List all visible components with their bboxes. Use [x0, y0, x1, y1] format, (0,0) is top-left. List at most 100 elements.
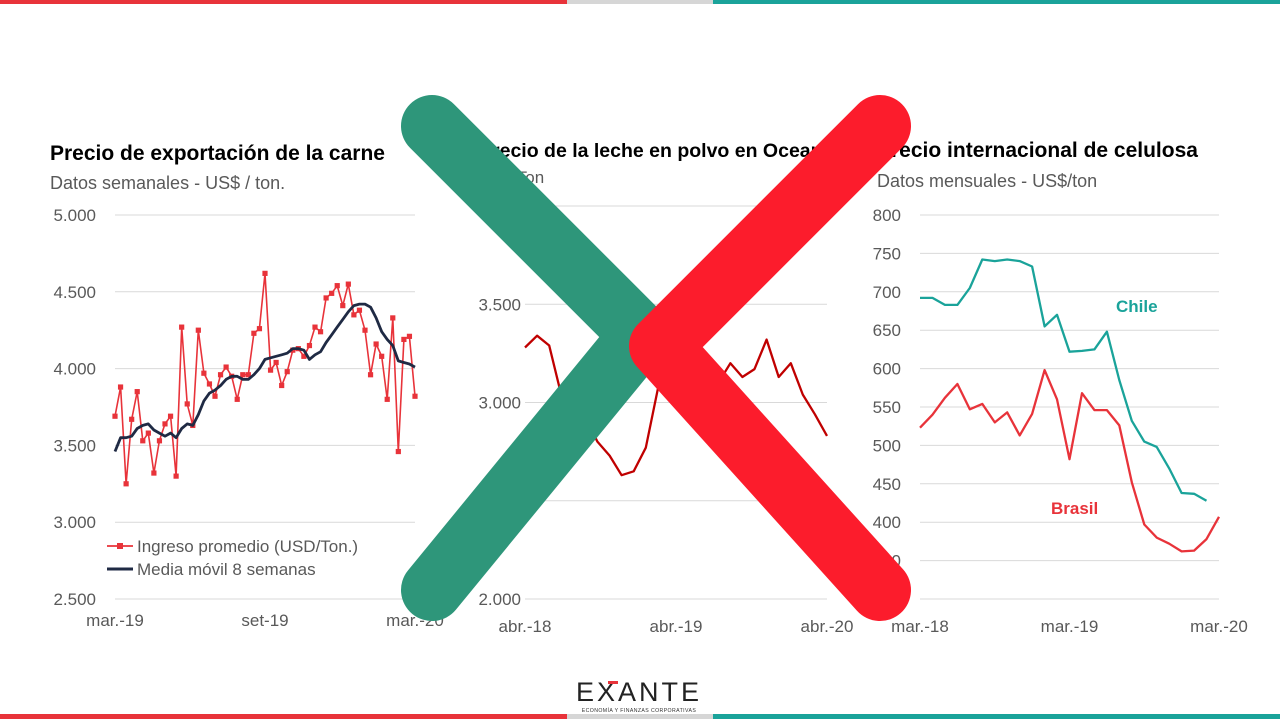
data-point	[179, 324, 185, 330]
top-accent-gray	[567, 0, 713, 4]
data-point	[334, 283, 340, 289]
y-tick-label: 3.000	[478, 394, 521, 413]
y-tick-label: 3.500	[53, 436, 96, 455]
data-point	[356, 307, 363, 313]
data-point	[362, 327, 368, 333]
chart-title: Precio de exportación de la carne	[50, 142, 385, 165]
chart-subtitle: Datos semanales - US$ / ton.	[50, 173, 285, 193]
data-point	[262, 270, 268, 276]
data-point	[156, 438, 163, 444]
y-tick-label: 650	[873, 321, 901, 340]
data-point	[345, 281, 351, 287]
bottom-accent-bar	[0, 714, 1280, 719]
top-accent-bar	[0, 0, 1280, 4]
y-tick-label: 550	[873, 398, 901, 417]
legend-label: Ingreso promedio (USD/Ton.)	[137, 537, 358, 556]
data-point	[201, 370, 207, 376]
data-point	[406, 333, 413, 339]
y-tick-label: 3.500	[478, 295, 521, 314]
chart-title: Precio de la leche en polvo en Oceanía	[479, 140, 839, 162]
data-point	[312, 324, 318, 330]
y-tick-label: 5.000	[53, 206, 96, 225]
x-tick-label: set-19	[241, 611, 288, 630]
data-point	[234, 396, 240, 402]
top-accent-teal	[713, 0, 1280, 4]
cross-red-stroke	[629, 95, 911, 621]
y-tick-label: 2.500	[53, 590, 96, 609]
data-point	[112, 413, 118, 419]
data-point	[279, 382, 285, 389]
data-point	[251, 330, 257, 336]
bottom-accent-gray	[567, 714, 713, 719]
y-tick-label: 4.000	[53, 360, 96, 379]
y-tick-label: 800	[873, 206, 901, 225]
data-point	[323, 295, 329, 301]
series-line-1	[114, 272, 416, 485]
data-point	[351, 312, 357, 318]
y-tick-label: 3.000	[53, 513, 96, 532]
data-point	[384, 396, 390, 402]
y-tick-label: 750	[873, 244, 901, 263]
x-tick-label: abr.-18	[499, 617, 552, 636]
data-point	[129, 416, 135, 422]
series-label-brasil: Brasil	[1051, 499, 1098, 518]
data-point	[267, 367, 274, 373]
data-point	[301, 353, 307, 359]
legend-label: Media móvil 8 semanas	[137, 560, 316, 579]
data-point	[390, 315, 396, 321]
data-point	[317, 329, 324, 335]
data-point	[140, 438, 146, 444]
data-point	[167, 413, 174, 419]
data-point	[340, 303, 346, 309]
data-point	[395, 448, 401, 455]
x-tick-label: mar.-20	[1190, 617, 1248, 636]
series-label-chile: Chile	[1116, 297, 1158, 316]
chart-title: Precio internacional de celulosa	[877, 139, 1198, 162]
x-tick-label: mar.-18	[891, 617, 949, 636]
chart-1-legend: Ingreso promedio (USD/Ton.) Media móvil 8…	[107, 537, 358, 579]
data-point	[329, 290, 335, 296]
y-tick-label: 450	[873, 475, 901, 494]
data-point	[151, 470, 157, 476]
logo-accent-mark	[608, 681, 618, 684]
y-tick-label: 700	[873, 283, 901, 302]
cross-overlay-icon	[401, 95, 911, 621]
y-tick-label: 2.000	[478, 590, 521, 609]
data-point	[223, 364, 229, 370]
data-point	[217, 372, 224, 378]
data-point	[123, 481, 129, 487]
data-point	[184, 401, 190, 407]
data-point	[367, 372, 374, 378]
y-tick-label: 400	[873, 513, 901, 532]
data-point	[145, 430, 151, 436]
series-line-2	[919, 368, 1221, 553]
data-point	[117, 384, 124, 390]
chart-3: 300350400450500550600650700750800mar.-18…	[873, 139, 1248, 636]
data-point	[273, 359, 279, 366]
data-point	[284, 369, 290, 375]
data-point	[162, 421, 168, 427]
chart-1: 2.500 3.000 3.500 4.000 4.500 5.000 mar.-19 set…	[50, 142, 444, 630]
series-line-1	[920, 258, 1208, 502]
data-point	[245, 372, 251, 378]
x-tick-label: mar.-19	[1041, 617, 1099, 636]
logo-wordmark: EXANTE	[576, 677, 702, 707]
y-tick-label: 4.500	[53, 283, 96, 302]
data-point	[256, 326, 263, 332]
data-point	[206, 381, 213, 387]
chart-3-series-labels: Chile Brasil	[1051, 297, 1158, 518]
y-tick-label: 600	[873, 360, 901, 379]
data-point	[412, 393, 418, 399]
data-point	[373, 341, 379, 347]
y-tick-label: 500	[873, 436, 901, 455]
series-line-2	[113, 302, 416, 453]
chart-subtitle: Datos mensuales - US$/ton	[877, 171, 1097, 191]
bottom-accent-teal	[713, 714, 1280, 719]
data-point	[401, 336, 407, 343]
cross-green-stroke	[401, 95, 672, 621]
x-tick-label: abr.-20	[801, 617, 854, 636]
data-point	[212, 393, 218, 399]
data-point	[195, 327, 201, 333]
